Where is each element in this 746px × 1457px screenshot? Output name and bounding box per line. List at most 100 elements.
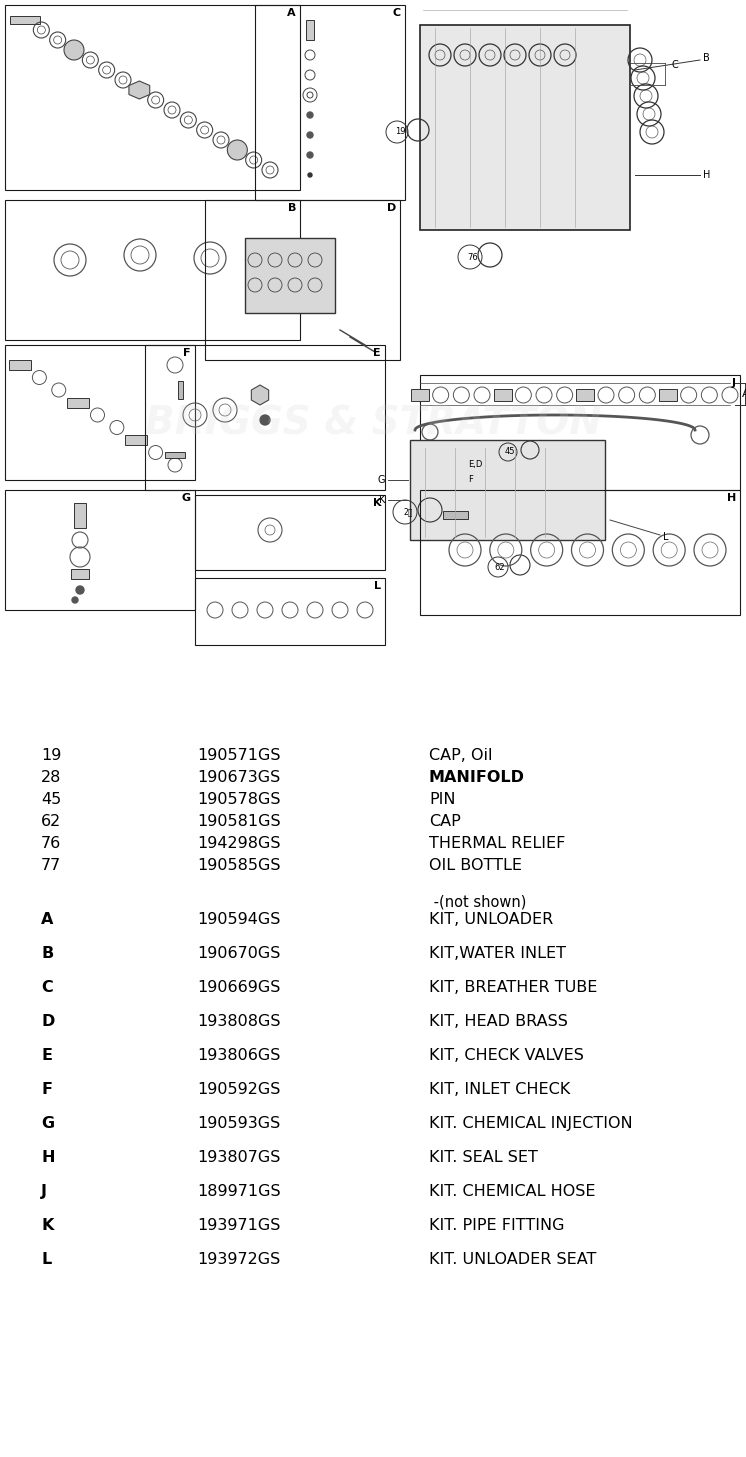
Text: A: A <box>287 7 296 17</box>
Text: 190670GS: 190670GS <box>198 946 281 962</box>
Circle shape <box>308 173 312 176</box>
Text: 190673GS: 190673GS <box>198 769 281 785</box>
Circle shape <box>76 586 84 594</box>
Text: KIT. CHEMICAL HOSE: KIT. CHEMICAL HOSE <box>429 1185 595 1199</box>
Bar <box>178 380 183 399</box>
Text: 193972GS: 193972GS <box>198 1252 281 1268</box>
Text: A: A <box>41 912 54 927</box>
Polygon shape <box>251 385 269 405</box>
Polygon shape <box>129 82 150 99</box>
Text: B: B <box>41 946 53 962</box>
Text: F: F <box>41 1083 52 1097</box>
Text: 190594GS: 190594GS <box>198 912 281 927</box>
Text: D: D <box>41 1014 54 1029</box>
Text: C: C <box>41 981 53 995</box>
Text: KIT, UNLOADER: KIT, UNLOADER <box>429 912 554 927</box>
Text: THERMAL RELIEF: THERMAL RELIEF <box>429 836 565 851</box>
Bar <box>165 452 185 457</box>
Circle shape <box>228 140 248 160</box>
Text: 190593GS: 190593GS <box>198 1116 281 1131</box>
Text: B: B <box>288 203 296 213</box>
Bar <box>74 503 86 527</box>
Bar <box>245 237 335 312</box>
Text: KIT. PIPE FITTING: KIT. PIPE FITTING <box>429 1218 565 1233</box>
Bar <box>145 345 385 490</box>
Bar <box>10 16 40 23</box>
Bar <box>411 389 429 401</box>
Text: 194298GS: 194298GS <box>198 836 281 851</box>
Bar <box>5 345 195 479</box>
Bar <box>306 20 314 39</box>
Bar <box>71 570 89 578</box>
Text: -(not shown): -(not shown) <box>429 895 527 909</box>
Bar <box>577 389 595 401</box>
Circle shape <box>307 112 313 118</box>
Text: D: D <box>386 203 396 213</box>
Bar <box>9 360 31 370</box>
Circle shape <box>307 133 313 138</box>
Text: H: H <box>703 170 710 181</box>
Text: 190578GS: 190578GS <box>198 793 281 807</box>
Text: 193807GS: 193807GS <box>198 1150 281 1166</box>
Bar <box>442 511 468 519</box>
Text: F: F <box>468 475 473 485</box>
Text: CAP: CAP <box>429 814 461 829</box>
Text: KIT, INLET CHECK: KIT, INLET CHECK <box>429 1083 570 1097</box>
Text: 190571GS: 190571GS <box>198 747 281 763</box>
Text: G: G <box>182 492 191 503</box>
Circle shape <box>260 415 270 425</box>
Bar <box>195 495 385 570</box>
Text: BRIGGS & STRATTON: BRIGGS & STRATTON <box>145 405 601 443</box>
Text: KIT, HEAD BRASS: KIT, HEAD BRASS <box>429 1014 568 1029</box>
Text: 45: 45 <box>41 793 61 807</box>
Text: 190585GS: 190585GS <box>198 858 281 873</box>
Text: PIN: PIN <box>429 793 456 807</box>
Text: K: K <box>379 495 385 506</box>
Text: F: F <box>184 348 191 358</box>
Text: KIT,WATER INLET: KIT,WATER INLET <box>429 946 566 962</box>
Text: OIL BOTTLE: OIL BOTTLE <box>429 858 522 873</box>
Text: E: E <box>41 1048 52 1064</box>
Bar <box>420 490 740 615</box>
Text: E: E <box>374 348 381 358</box>
Text: MANIFOLD: MANIFOLD <box>429 769 525 785</box>
Text: L: L <box>374 581 381 592</box>
Text: 193971GS: 193971GS <box>198 1218 281 1233</box>
Text: 193808GS: 193808GS <box>198 1014 281 1029</box>
Circle shape <box>72 597 78 603</box>
Bar <box>420 374 740 490</box>
Text: L: L <box>41 1252 51 1268</box>
Text: 2⑪: 2⑪ <box>404 507 413 516</box>
Bar <box>255 4 405 200</box>
Text: KIT. UNLOADER SEAT: KIT. UNLOADER SEAT <box>429 1252 596 1268</box>
Text: 190592GS: 190592GS <box>198 1083 281 1097</box>
Text: E,D: E,D <box>468 460 483 469</box>
Text: 190581GS: 190581GS <box>198 814 281 829</box>
Circle shape <box>307 152 313 157</box>
Text: G: G <box>41 1116 54 1131</box>
Bar <box>195 578 385 645</box>
Text: H: H <box>41 1150 54 1166</box>
Text: K: K <box>41 1218 54 1233</box>
Text: J: J <box>732 377 736 388</box>
Text: 45: 45 <box>505 447 515 456</box>
Text: C: C <box>672 60 679 70</box>
Text: A: A <box>742 389 746 399</box>
Circle shape <box>64 39 84 60</box>
Text: 193806GS: 193806GS <box>198 1048 281 1064</box>
Text: H: H <box>727 492 736 503</box>
Text: KIT. CHEMICAL INJECTION: KIT. CHEMICAL INJECTION <box>429 1116 633 1131</box>
Text: L: L <box>663 532 668 542</box>
Text: C: C <box>393 7 401 17</box>
Text: 190669GS: 190669GS <box>198 981 281 995</box>
Bar <box>5 490 195 610</box>
Bar <box>420 25 630 230</box>
Text: 76: 76 <box>41 836 61 851</box>
Bar <box>410 440 605 541</box>
Text: B: B <box>703 52 709 63</box>
Bar <box>67 398 89 408</box>
Bar <box>659 389 677 401</box>
Text: 189971GS: 189971GS <box>198 1185 281 1199</box>
Text: J: J <box>41 1185 47 1199</box>
Text: 76: 76 <box>468 252 478 261</box>
